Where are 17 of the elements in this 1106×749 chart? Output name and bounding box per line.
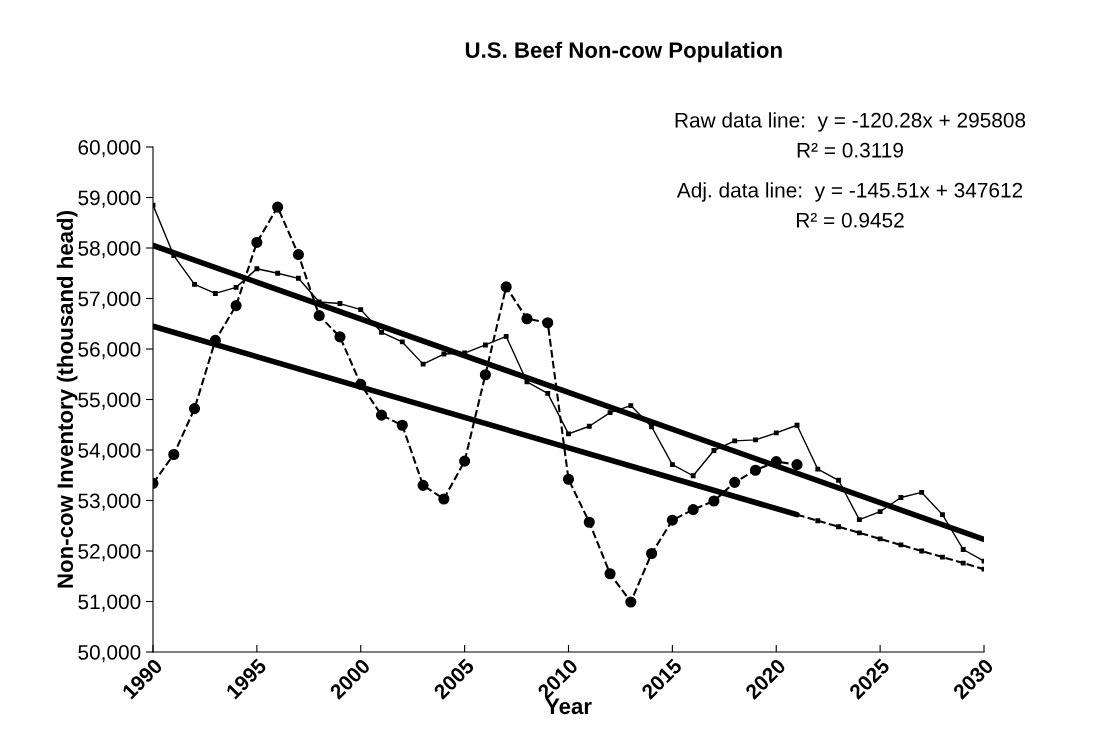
chart-title: U.S. Beef Non-cow Population — [465, 41, 782, 63]
annotation: Adj. data line: y = -145.51x + 347612 — [676, 182, 1023, 202]
y-tick-label: 54,000 — [78, 443, 141, 461]
y-tick-label: 57,000 — [78, 291, 141, 309]
y-tick-label: 58,000 — [78, 241, 141, 259]
annotation: R² = 0.9452 — [796, 212, 904, 228]
annotation: R² = 0.3119 — [797, 142, 903, 158]
text: Raw data line: y = -120.28x + 295808 — [675, 112, 1026, 132]
y-tick-label: 59,000 — [78, 190, 141, 208]
y-tick-label: 53,000 — [78, 493, 141, 511]
y-tick-label: 55,000 — [78, 392, 141, 410]
y-tick-label: 52,000 — [78, 544, 141, 562]
x-axis-title: Year — [545, 698, 592, 715]
y-axis-title: Non-cow Inventory (thousand head) — [56, 211, 78, 588]
y-tick-label: 60,000 — [78, 140, 141, 158]
y-tick-label: 51,000 — [78, 594, 141, 612]
y-tick-label: 56,000 — [78, 342, 141, 360]
